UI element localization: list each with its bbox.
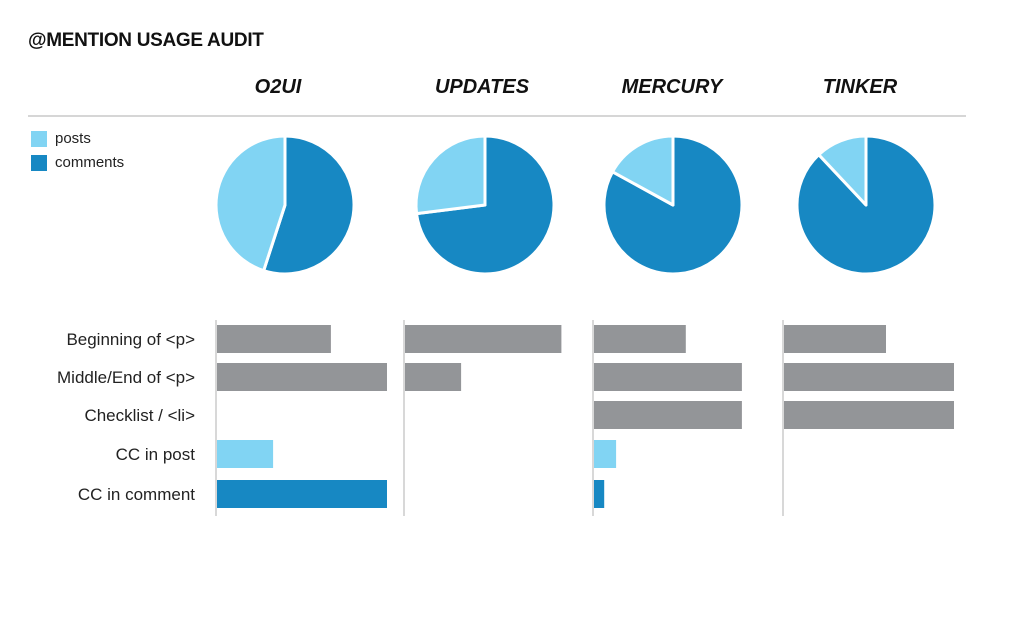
bar-o2ui-cc-in-comment xyxy=(217,480,387,508)
bar-updates-beginning-of-p xyxy=(405,325,562,353)
row-label-cc-in-comment: CC in comment xyxy=(78,485,195,504)
bar-mercury-cc-in-comment xyxy=(594,480,605,508)
row-label-middle-end-of-p: Middle/End of <p> xyxy=(57,368,195,387)
header-divider xyxy=(28,115,966,117)
legend-item-comments: comments xyxy=(31,154,124,171)
pie-slice-posts-o2ui xyxy=(214,134,287,273)
legend-label-posts: posts xyxy=(55,130,91,147)
bar-tinker-middle-end-of-p xyxy=(784,363,954,391)
bar-mercury-cc-in-post xyxy=(594,440,617,468)
page-title: @MENTION USAGE AUDIT xyxy=(28,30,264,51)
legend-label-comments: comments xyxy=(55,154,125,171)
row-label-beginning-of-p: Beginning of <p> xyxy=(66,330,195,349)
column-title-mercury: MERCURY xyxy=(621,76,723,98)
pie-slice-posts-updates xyxy=(414,134,487,216)
bar-o2ui-beginning-of-p xyxy=(217,325,331,353)
legend-swatch-posts xyxy=(31,130,47,147)
column-title-updates: UPDATES xyxy=(434,76,530,98)
pie-slice-posts-mercury xyxy=(611,134,675,207)
legend-swatch-comments xyxy=(31,154,47,171)
bar-o2ui-middle-end-of-p xyxy=(217,363,387,391)
bar-mercury-middle-end-of-p xyxy=(594,363,742,391)
pie-slice-posts-tinker xyxy=(817,134,868,207)
bar-o2ui-cc-in-post xyxy=(217,440,274,468)
pie-slice-comments-mercury xyxy=(602,134,744,276)
bar-mercury-beginning-of-p xyxy=(594,325,686,353)
row-label-checklist-li: Checklist / <li> xyxy=(84,406,195,425)
column-title-o2ui: O2UI xyxy=(254,76,302,98)
row-label-cc-in-post: CC in post xyxy=(116,445,196,464)
column-title-tinker: TINKER xyxy=(822,76,898,98)
bar-tinker-checklist-li xyxy=(784,401,954,429)
bar-tinker-beginning-of-p xyxy=(784,325,886,353)
legend-item-posts: posts xyxy=(31,130,91,147)
bar-updates-middle-end-of-p xyxy=(405,363,462,391)
bar-mercury-checklist-li xyxy=(594,401,742,429)
